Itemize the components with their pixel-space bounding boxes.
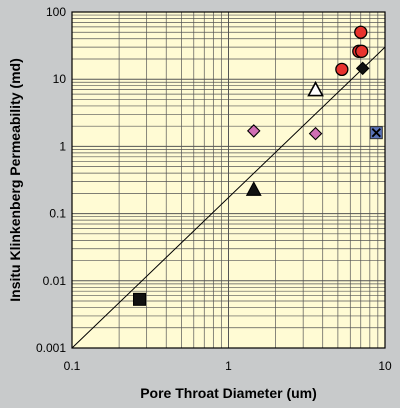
tick-labels: 0.1 1 10 0.001 0.01 0.1 1 10 100 xyxy=(36,5,392,373)
y-tick-label: 10 xyxy=(53,72,67,86)
x-tick-label: 1 xyxy=(225,359,232,373)
diamond-marker xyxy=(246,124,261,138)
grid xyxy=(72,12,385,348)
triangle-marker xyxy=(245,181,262,196)
x-axis-title: Pore Throat Diameter (um) xyxy=(140,385,317,401)
reference-line-layer xyxy=(71,46,386,349)
y-tick-label: 1 xyxy=(59,139,66,153)
diamond-marker xyxy=(355,61,370,76)
square-marker xyxy=(133,292,147,306)
y-tick-label: 100 xyxy=(46,5,66,19)
circle-marker xyxy=(354,25,368,39)
y-tick-label: 0.1 xyxy=(49,207,66,221)
diamond-marker xyxy=(308,126,323,141)
reference-line xyxy=(71,46,386,349)
open-triangle-marker xyxy=(307,80,324,97)
circle-marker xyxy=(355,44,369,58)
circle-marker xyxy=(335,62,349,77)
y-tick-label: 0.001 xyxy=(36,341,66,355)
plot-frame xyxy=(71,11,386,349)
y-tick-label: 0.01 xyxy=(43,274,67,288)
square-x-stroke xyxy=(371,128,381,138)
x-tick-label: 0.1 xyxy=(64,359,81,373)
square-x-marker xyxy=(369,126,383,140)
x-tick-label: 10 xyxy=(378,359,392,373)
y-axis-title: Insitu Klinkenberg Permeability (md) xyxy=(7,58,23,302)
data-points xyxy=(133,25,383,306)
